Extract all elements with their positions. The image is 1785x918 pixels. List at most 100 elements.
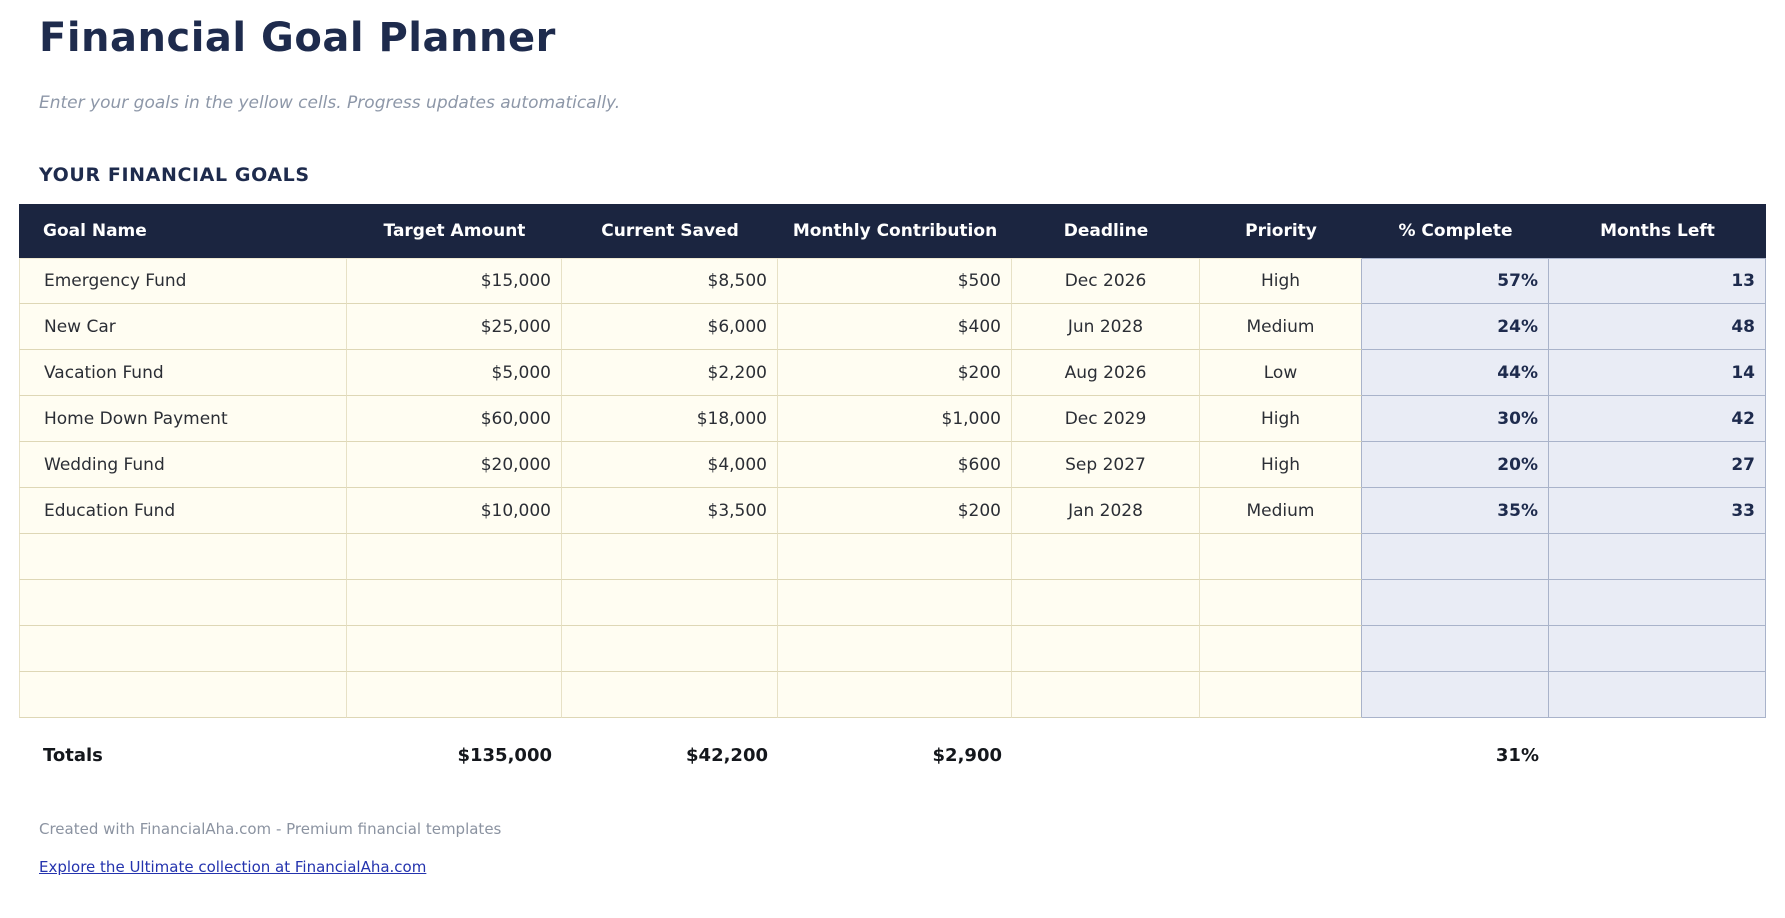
empty-goal-row [19, 580, 1766, 626]
cell-months-left [1549, 580, 1766, 626]
goal-row: Home Down Payment $60,000 $18,000 $1,000… [19, 396, 1766, 442]
cell-current-saved[interactable]: $2,200 [562, 350, 778, 396]
cell-target-amount[interactable]: $10,000 [347, 488, 562, 534]
cell-current-saved[interactable]: $8,500 [562, 258, 778, 304]
instructions-note: Enter your goals in the yellow cells. Pr… [39, 93, 621, 113]
header-priority: Priority [1200, 204, 1362, 258]
cell-monthly-contribution[interactable] [778, 580, 1012, 626]
cell-goal-name[interactable]: Wedding Fund [19, 442, 347, 488]
empty-goal-row [19, 672, 1766, 718]
cell-target-amount[interactable] [347, 534, 562, 580]
goal-row: Wedding Fund $20,000 $4,000 $600 Sep 202… [19, 442, 1766, 488]
cell-current-saved[interactable] [562, 580, 778, 626]
page-footer: Created with FinancialAha.com - Premium … [39, 820, 1766, 876]
cell-priority[interactable]: High [1200, 258, 1362, 304]
cell-goal-name[interactable] [19, 534, 347, 580]
goal-row: Education Fund $10,000 $3,500 $200 Jan 2… [19, 488, 1766, 534]
cell-current-saved[interactable] [562, 534, 778, 580]
cell-goal-name[interactable] [19, 626, 347, 672]
cell-current-saved[interactable]: $6,000 [562, 304, 778, 350]
cell-priority[interactable]: Medium [1200, 304, 1362, 350]
cell-priority[interactable] [1200, 672, 1362, 718]
cell-priority[interactable] [1200, 534, 1362, 580]
cell-deadline[interactable] [1012, 672, 1200, 718]
cell-monthly-contribution[interactable]: $200 [778, 350, 1012, 396]
cell-target-amount[interactable]: $60,000 [347, 396, 562, 442]
cell-months-left [1549, 534, 1766, 580]
cell-pct-complete: 35% [1362, 488, 1549, 534]
cell-priority[interactable]: High [1200, 396, 1362, 442]
cell-goal-name[interactable]: Emergency Fund [19, 258, 347, 304]
cell-monthly-contribution[interactable]: $200 [778, 488, 1012, 534]
header-deadline: Deadline [1012, 204, 1200, 258]
cell-months-left [1549, 626, 1766, 672]
cell-monthly-contribution[interactable]: $600 [778, 442, 1012, 488]
cell-goal-name[interactable]: Home Down Payment [19, 396, 347, 442]
cell-priority[interactable] [1200, 580, 1362, 626]
cell-target-amount[interactable]: $20,000 [347, 442, 562, 488]
cell-goal-name[interactable] [19, 672, 347, 718]
header-goal-name: Goal Name [19, 204, 347, 258]
header-months-left: Months Left [1549, 204, 1766, 258]
cell-priority[interactable]: Low [1200, 350, 1362, 396]
cell-deadline[interactable]: Dec 2026 [1012, 258, 1200, 304]
cell-monthly-contribution[interactable]: $1,000 [778, 396, 1012, 442]
goal-row: New Car $25,000 $6,000 $400 Jun 2028 Med… [19, 304, 1766, 350]
cell-current-saved[interactable]: $18,000 [562, 396, 778, 442]
cell-pct-complete [1362, 672, 1549, 718]
cell-goal-name[interactable]: Vacation Fund [19, 350, 347, 396]
cell-current-saved[interactable]: $4,000 [562, 442, 778, 488]
cell-monthly-contribution[interactable] [778, 672, 1012, 718]
empty-goal-row [19, 626, 1766, 672]
cell-months-left: 33 [1549, 488, 1766, 534]
cell-months-left: 48 [1549, 304, 1766, 350]
totals-priority-blank [1200, 718, 1362, 774]
cell-goal-name[interactable] [19, 580, 347, 626]
cell-pct-complete [1362, 626, 1549, 672]
totals-target-amount: $135,000 [347, 718, 562, 774]
cell-target-amount[interactable] [347, 626, 562, 672]
totals-label: Totals [19, 718, 347, 774]
cell-target-amount[interactable]: $5,000 [347, 350, 562, 396]
cell-target-amount[interactable] [347, 580, 562, 626]
cell-deadline[interactable]: Dec 2029 [1012, 396, 1200, 442]
cell-pct-complete: 30% [1362, 396, 1549, 442]
cell-pct-complete [1362, 534, 1549, 580]
cell-monthly-contribution[interactable]: $400 [778, 304, 1012, 350]
cell-current-saved[interactable]: $3,500 [562, 488, 778, 534]
cell-priority[interactable]: Medium [1200, 488, 1362, 534]
cell-current-saved[interactable] [562, 626, 778, 672]
cell-deadline[interactable] [1012, 580, 1200, 626]
cell-goal-name[interactable]: Education Fund [19, 488, 347, 534]
cell-pct-complete: 24% [1362, 304, 1549, 350]
cell-priority[interactable]: High [1200, 442, 1362, 488]
cell-target-amount[interactable]: $15,000 [347, 258, 562, 304]
cell-priority[interactable] [1200, 626, 1362, 672]
cell-current-saved[interactable] [562, 672, 778, 718]
totals-months-left-blank [1549, 718, 1766, 774]
cell-deadline[interactable]: Sep 2027 [1012, 442, 1200, 488]
explore-collection-link[interactable]: Explore the Ultimate collection at Finan… [39, 858, 427, 876]
cell-deadline[interactable]: Jan 2028 [1012, 488, 1200, 534]
credit-text: Created with FinancialAha.com - Premium … [39, 820, 502, 838]
financial-goal-planner-page: Financial Goal Planner Enter your goals … [19, 15, 1766, 876]
cell-target-amount[interactable]: $25,000 [347, 304, 562, 350]
goal-row: Vacation Fund $5,000 $2,200 $200 Aug 202… [19, 350, 1766, 396]
header-monthly-contribution: Monthly Contribution [778, 204, 1012, 258]
cell-deadline[interactable]: Aug 2026 [1012, 350, 1200, 396]
cell-monthly-contribution[interactable]: $500 [778, 258, 1012, 304]
cell-months-left: 27 [1549, 442, 1766, 488]
cell-deadline[interactable] [1012, 534, 1200, 580]
cell-months-left [1549, 672, 1766, 718]
cell-deadline[interactable]: Jun 2028 [1012, 304, 1200, 350]
header-row: Goal Name Target Amount Current Saved Mo… [19, 204, 1766, 258]
cell-monthly-contribution[interactable] [778, 626, 1012, 672]
goals-table-header: Goal Name Target Amount Current Saved Mo… [19, 204, 1766, 258]
cell-deadline[interactable] [1012, 626, 1200, 672]
header-pct-complete: % Complete [1362, 204, 1549, 258]
cell-target-amount[interactable] [347, 672, 562, 718]
cell-monthly-contribution[interactable] [778, 534, 1012, 580]
cell-months-left: 42 [1549, 396, 1766, 442]
goal-row: Emergency Fund $15,000 $8,500 $500 Dec 2… [19, 258, 1766, 304]
cell-goal-name[interactable]: New Car [19, 304, 347, 350]
